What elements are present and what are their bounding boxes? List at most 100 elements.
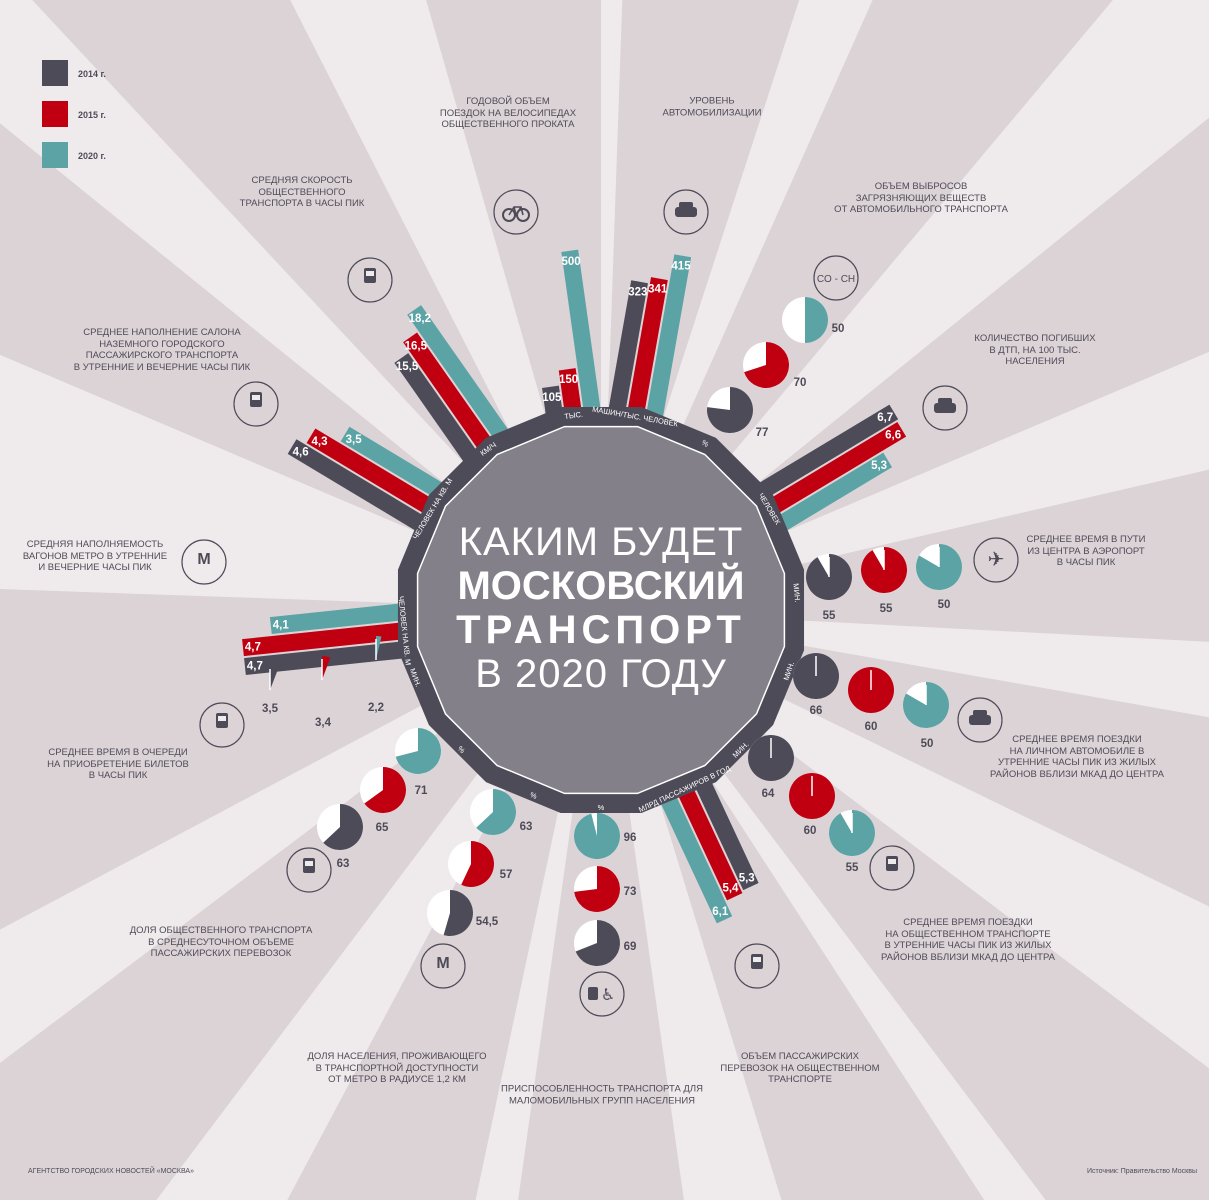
pie-label-emissions-2014: 77 <box>756 427 769 439</box>
pie-label-pshare-2015: 65 <box>376 822 389 834</box>
pie-emissions-2014 <box>706 387 753 434</box>
bus-clock-icon <box>869 845 915 891</box>
pie-label-airport-2014: 55 <box>823 610 836 622</box>
pie-emissions-2020 <box>782 297 828 343</box>
metric-title-ticket: Среднее время в очереди на приобретение … <box>47 746 189 781</box>
ray-speed <box>32 0 601 610</box>
pie-label-cartrip-2014: 66 <box>810 705 823 717</box>
bar-cars-2020 <box>644 254 692 428</box>
bar-label-deaths-2020: 5,3 <box>871 460 887 472</box>
bar-label-cars-2014: 323 <box>628 287 647 299</box>
metric-title-deaths: Количество погибших в ДТП, на 100 тыс. н… <box>974 332 1096 367</box>
pie-emissions-2015 <box>743 342 789 389</box>
metric-title-cartrip: Среднее время поездки на личном автомоби… <box>989 734 1165 780</box>
bar-label-deaths-2014: 6,7 <box>877 412 893 424</box>
pie-pshare-2015 <box>360 767 406 814</box>
ray-pshare <box>0 610 601 1200</box>
pie-cartrip-2020 <box>903 682 949 728</box>
bar-surfacefill-2014 <box>287 439 433 536</box>
ray-deaths <box>601 117 1209 610</box>
airplane-icon: ✈ <box>973 537 1019 583</box>
metro-house-icon: M <box>420 943 466 989</box>
co-ch-icon: CO - CH <box>813 255 859 301</box>
pie-label-cartrip-2015: 60 <box>865 721 878 733</box>
svg-text:M: M <box>197 551 210 568</box>
agency-credit: АГЕНТСТВО ГОРОДСКИХ НОВОСТЕЙ «МОСКВА» <box>28 1168 194 1175</box>
bar-cars-2015 <box>625 277 668 425</box>
unit-label-emissions: % <box>700 438 711 449</box>
pie-airport-2015 <box>861 547 907 594</box>
pie-metropop-2020 <box>470 789 516 836</box>
bar-deaths-2014 <box>749 404 899 504</box>
bar-surfacefill-2020 <box>340 426 453 504</box>
svg-text:M: M <box>436 955 449 972</box>
pie-label-metropop-2015: 57 <box>500 869 513 881</box>
bar-deaths-2015 <box>759 422 907 520</box>
pie-label-cartrip-2020: 50 <box>921 738 934 750</box>
bar-label-volume-2020: 6,1 <box>712 906 729 918</box>
pie-label-ticket-2020: 2,2 <box>368 702 384 714</box>
metric-title-surfacefill: Среднее наполнение салона наземного горо… <box>73 327 251 373</box>
bar-label-bikes-2014: 105 <box>542 392 562 404</box>
bar-label-volume-2015: 5,4 <box>722 883 739 895</box>
pie-label-metropop-2014: 54,5 <box>476 916 499 928</box>
bar-label-cars-2020: 415 <box>671 261 691 273</box>
center-core <box>416 425 786 795</box>
bar-label-volume-2014: 5,3 <box>739 872 755 884</box>
unit-label-airport: МИН. <box>791 583 802 603</box>
pie-label-pshare-2020: 71 <box>415 785 428 797</box>
pie-access-2015 <box>574 866 620 913</box>
title-line-2: МОСКОВСКИЙ <box>457 564 745 608</box>
bar-speed-2014 <box>394 353 484 471</box>
pie-label-ticket-2015: 3,4 <box>315 717 332 729</box>
source-credit: Источник: Правительство Москвы <box>1086 1168 1197 1175</box>
bar-volume-2014 <box>690 770 759 891</box>
legend-swatch-2015 <box>42 101 68 127</box>
bar-label-surfacefill-2014: 4,6 <box>293 447 309 459</box>
bar-speed-2020 <box>407 305 515 449</box>
svg-text:✈: ✈ <box>988 547 1005 571</box>
pie-ptrip-2015 <box>789 773 835 819</box>
pie-ticket-2014 <box>269 666 279 690</box>
bar-label-metrofill-2014: 4,7 <box>247 660 263 672</box>
bar-volume-2015 <box>673 778 743 901</box>
bar-label-metrofill-2015: 4,7 <box>245 642 261 654</box>
pie-airport-2014 <box>806 553 853 600</box>
pie-access-2020 <box>574 813 621 860</box>
ray-ticket <box>0 610 601 930</box>
metric-title-bikes: Годовой объем поездок на велосипедах общ… <box>439 95 577 130</box>
main-title: КАКИМ БУДЕТ МОСКОВСКИЙ ТРАНСПОРТ В 2020 … <box>456 520 746 696</box>
svg-text:♿: ♿ <box>601 985 615 1004</box>
metric-title-metropop: Доля населения, проживающего в транспорт… <box>307 1050 487 1085</box>
car-clock-icon <box>957 697 1003 743</box>
pie-label-ptrip-2020: 55 <box>846 862 859 874</box>
bar-label-speed-2015: 16,5 <box>405 341 428 353</box>
ticket-clock-icon <box>199 702 245 748</box>
bar-label-metrofill-2020: 4,1 <box>273 620 290 632</box>
metric-title-cars: Уровень автомобилизации <box>662 95 762 119</box>
pie-label-pshare-2014: 63 <box>337 858 350 870</box>
pie-cartrip-2015 <box>848 667 894 713</box>
pie-airport-2020 <box>916 544 963 590</box>
metric-title-pshare: Доля общественного транспорта в среднесу… <box>129 924 313 959</box>
pie-access-2014 <box>574 920 621 966</box>
bar-label-bikes-2020: 500 <box>562 256 581 268</box>
pie-label-emissions-2015: 70 <box>794 377 807 389</box>
bar-label-bikes-2015: 150 <box>559 374 578 386</box>
bus-people-icon <box>233 381 279 427</box>
bar-cars-2014 <box>606 280 648 422</box>
pie-label-ptrip-2015: 60 <box>804 825 817 837</box>
unit-label-pshare: % <box>456 744 467 755</box>
bar-metrofill-2015 <box>242 621 413 657</box>
bar-label-speed-2014: 15,5 <box>396 361 419 373</box>
pie-ticket-2020 <box>375 636 382 660</box>
title-line-4: В 2020 ГОДУ <box>475 652 727 696</box>
metric-title-airport: Среднее время в пути из центра в аэропор… <box>1026 533 1146 568</box>
metric-title-volume: Объем пассажирских перевозок на обществе… <box>720 1050 880 1085</box>
pie-label-ticket-2014: 3,5 <box>262 703 279 715</box>
bar-label-deaths-2015: 6,6 <box>885 429 901 441</box>
pie-label-ptrip-2014: 64 <box>762 788 775 800</box>
unit-label-metropop: % <box>529 790 539 801</box>
pie-label-airport-2015: 55 <box>880 603 893 615</box>
